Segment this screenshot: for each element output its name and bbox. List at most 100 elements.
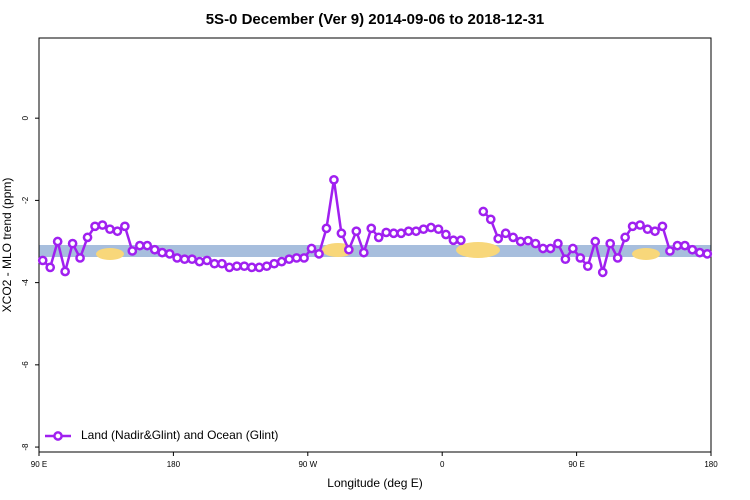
data-point: [194, 256, 205, 267]
data-point: [612, 253, 623, 263]
legend-label: Land (Nadir&Glint) and Ocean (Glint): [81, 428, 278, 442]
legend-marker: [53, 431, 63, 441]
data-point: [553, 238, 563, 249]
y-tick-label: -8: [21, 443, 30, 451]
data-point: [269, 258, 280, 269]
x-tick-label: 0: [440, 460, 445, 469]
y-tick-label: 0: [21, 115, 30, 120]
data-point: [336, 228, 347, 239]
data-point: [344, 244, 354, 255]
y-tick-label: -4: [21, 279, 30, 287]
data-point: [530, 238, 541, 249]
data-point: [523, 235, 533, 246]
data-point: [321, 223, 332, 234]
data-point: [635, 220, 645, 230]
data-point: [680, 240, 690, 251]
data-point: [590, 236, 601, 247]
data-point: [478, 206, 489, 217]
data-point: [597, 267, 608, 278]
data-point: [358, 247, 369, 258]
data-point: [149, 244, 160, 255]
data-point: [164, 248, 175, 259]
data-point: [60, 266, 70, 277]
data-point: [97, 220, 108, 230]
data-point: [127, 246, 138, 256]
data-point: [179, 254, 190, 265]
data-point: [485, 214, 496, 225]
data-point: [172, 253, 182, 263]
data-point: [657, 221, 668, 232]
x-tick-label: 180: [704, 460, 718, 469]
data-point: [351, 226, 362, 237]
land: [456, 242, 500, 258]
land: [96, 248, 124, 260]
data-point: [418, 224, 429, 235]
data-point: [90, 221, 100, 232]
x-tick-label: 90 E: [31, 460, 47, 469]
data-point: [538, 243, 548, 254]
data-point: [157, 247, 168, 258]
x-tick-label: 90 W: [298, 460, 317, 469]
data-point: [650, 226, 660, 237]
data-point: [381, 227, 392, 238]
data-point: [642, 224, 653, 235]
chart-title: 5S-0 December (Ver 9) 2014-09-06 to 2018…: [206, 11, 545, 28]
data-point: [568, 243, 578, 254]
data-point: [702, 248, 713, 259]
data-point: [627, 221, 638, 232]
data-point: [508, 232, 518, 243]
y-tick-label: -2: [21, 196, 30, 204]
data-point: [82, 232, 93, 243]
data-point: [433, 224, 444, 235]
data-point: [314, 248, 324, 259]
x-axis-label: Longitude (deg E): [327, 476, 422, 490]
data-point: [448, 235, 459, 246]
data-point: [665, 246, 675, 256]
data-point: [403, 226, 414, 237]
data-point: [575, 253, 586, 263]
data-point: [672, 240, 683, 251]
data-point: [261, 261, 272, 272]
data-point: [45, 262, 56, 273]
x-tick-label: 90 E: [568, 460, 584, 469]
data-point: [67, 238, 78, 249]
data-point: [291, 253, 302, 263]
data-point: [411, 226, 421, 237]
data-point: [560, 254, 571, 265]
data-point: [232, 261, 242, 272]
y-axis-label: XCO2 - MLO trend (ppm): [0, 178, 14, 313]
data-point: [493, 233, 504, 244]
y-tick-label: -6: [21, 361, 30, 369]
data-point: [284, 254, 294, 265]
data-point: [299, 253, 309, 263]
data-point: [500, 228, 511, 239]
data-point: [202, 255, 212, 266]
data-point: [209, 258, 220, 269]
data-point: [441, 229, 451, 240]
data-point: [605, 238, 616, 249]
data-point: [246, 262, 257, 273]
data-point: [134, 240, 145, 251]
data-point: [37, 255, 48, 266]
data-point: [187, 254, 197, 265]
data-point: [582, 261, 593, 272]
data-point: [329, 174, 339, 185]
data-point: [426, 222, 436, 233]
data-point: [388, 228, 399, 239]
data-point: [366, 223, 377, 234]
data-point: [515, 236, 526, 247]
data-point: [694, 247, 705, 258]
data-point: [105, 224, 115, 235]
data-point: [545, 243, 556, 254]
data-point: [217, 258, 227, 269]
plot-frame: [38, 37, 712, 453]
data-point: [120, 221, 130, 232]
data-point: [112, 226, 123, 237]
data-point: [396, 228, 406, 239]
data-point: [239, 261, 250, 272]
data-point: [254, 262, 265, 273]
x-tick-label: 180: [167, 460, 181, 469]
land: [632, 248, 660, 260]
data-point: [456, 235, 466, 246]
